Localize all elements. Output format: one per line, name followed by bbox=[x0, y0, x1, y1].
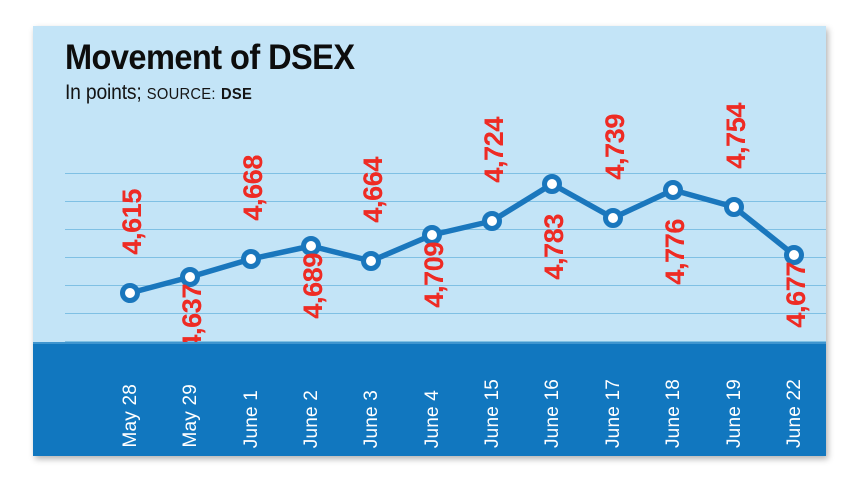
data-point-value-label: 4,689 bbox=[298, 253, 328, 319]
dsex-line-series bbox=[120, 174, 804, 303]
gridline bbox=[65, 173, 826, 174]
x-axis-label: June 4 bbox=[422, 389, 443, 448]
gridline bbox=[65, 201, 826, 202]
data-point-marker[interactable] bbox=[784, 245, 804, 265]
source-label: SOURCE: bbox=[146, 85, 216, 103]
chart-subtitle: In points; SOURCE: DSE bbox=[65, 81, 709, 105]
data-point-marker[interactable] bbox=[241, 249, 261, 269]
x-axis-label: June 16 bbox=[542, 378, 563, 448]
data-point-value-label: 4,615 bbox=[117, 189, 147, 255]
data-point-marker[interactable] bbox=[603, 208, 623, 228]
series-line bbox=[127, 181, 797, 296]
data-point-value-label: 4,776 bbox=[660, 219, 690, 285]
chart-header: Movement of DSEX In points; SOURCE: DSE bbox=[65, 38, 765, 105]
data-point-value-label: 4,677 bbox=[781, 262, 811, 328]
data-point-value-label: 4,664 bbox=[358, 157, 388, 223]
data-point-value-label: 4,754 bbox=[721, 103, 751, 169]
gridline bbox=[65, 341, 826, 342]
x-axis-band: May 28 May 29 June 1 June 2 June 3 June 4 June… bbox=[33, 342, 826, 456]
gridline bbox=[65, 257, 826, 258]
data-point-marker[interactable] bbox=[542, 174, 562, 194]
data-point-marker[interactable] bbox=[482, 211, 502, 231]
x-axis-label: June 2 bbox=[301, 389, 322, 448]
data-point-value-label: 4,709 bbox=[419, 242, 449, 308]
x-axis-label: May 29 bbox=[180, 384, 201, 448]
data-point-marker[interactable] bbox=[120, 283, 140, 303]
x-axis-label: June 18 bbox=[663, 378, 684, 448]
x-axis-label: June 19 bbox=[724, 378, 745, 448]
data-point-value-label: 4,637 bbox=[177, 284, 207, 350]
data-point-value-label: 4,724 bbox=[479, 117, 509, 183]
x-axis-label: June 3 bbox=[361, 389, 382, 448]
data-point-marker[interactable] bbox=[301, 236, 321, 256]
gridline bbox=[65, 313, 826, 314]
data-point-marker[interactable] bbox=[180, 267, 200, 287]
data-point-marker[interactable] bbox=[361, 251, 381, 271]
data-point-marker[interactable] bbox=[663, 180, 683, 200]
data-point-value-label: 4,668 bbox=[238, 155, 268, 221]
x-axis-label: June 17 bbox=[603, 378, 624, 448]
gridline bbox=[65, 285, 826, 286]
data-point-value-label: 4,783 bbox=[539, 214, 569, 280]
data-point-value-label: 4,739 bbox=[600, 114, 630, 180]
page-title: Movement of DSEX bbox=[65, 38, 355, 77]
subtitle-lead: In points; bbox=[65, 80, 142, 104]
chart-card: Movement of DSEX In points; SOURCE: DSE … bbox=[33, 26, 826, 456]
x-axis-label: June 1 bbox=[241, 389, 262, 448]
x-axis-label: June 22 bbox=[784, 378, 805, 448]
band-top-highlight bbox=[33, 342, 826, 344]
data-point-marker[interactable] bbox=[724, 197, 744, 217]
x-axis-label: May 28 bbox=[120, 384, 141, 448]
plot-area: 4,615 4,637 4,668 4,689 4,664 4,709 4,724 4,783… bbox=[33, 26, 826, 350]
data-point-marker[interactable] bbox=[422, 225, 442, 245]
x-axis-label: June 15 bbox=[482, 378, 503, 448]
source-name: DSE bbox=[220, 85, 253, 103]
